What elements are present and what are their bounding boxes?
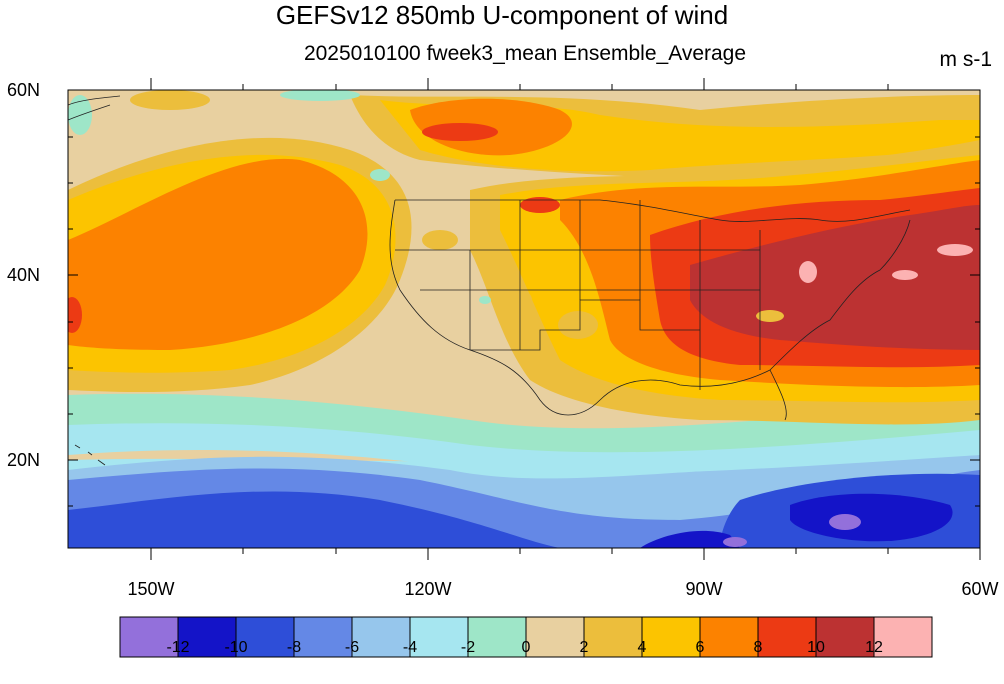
units-label: m s-1 [939,48,993,71]
lon-label-90w: 90W [685,579,723,599]
colorbar-swatch [235,616,295,658]
colorbar-tick-label: 2 [579,639,589,656]
lat-label-20n: 20N [6,450,40,470]
colorbar-tick-label: 12 [865,639,883,656]
colorbar-tick-label: -12 [166,639,190,656]
colorbar-swatch [815,616,875,658]
colorbar-tick-label: 10 [807,639,825,656]
colorbar-tick-label: -8 [286,639,302,656]
colorbar-swatch [467,616,527,658]
colorbar-swatch [177,616,237,658]
colorbar-tick-label: 8 [753,639,763,656]
colorbar-swatch [409,616,469,658]
colorbar-swatch [583,616,643,658]
colorbar-swatch [119,616,179,658]
colorbar-tick-label: -10 [224,639,248,656]
contour-fill [68,90,980,548]
colorbar-tick-label: 6 [695,639,705,656]
colorbar-swatch [699,616,759,658]
plot-frame [67,89,981,549]
colorbar [119,616,933,658]
lat-label-60n: 60N [6,80,40,100]
colorbar-tick-label: 0 [521,639,531,656]
chart-title: GEFSv12 850mb U-component of wind [275,0,729,30]
colorbar-tick-label: -4 [402,639,418,656]
chart-subtitle: 2025010100 fweek3_mean Ensemble_Average [303,42,747,65]
lon-label-60w: 60W [961,579,999,599]
lon-label-120w: 120W [404,579,452,599]
colorbar-tick-label: -2 [460,639,476,656]
tick-marks [68,78,981,560]
colorbar-swatch [525,616,585,658]
colorbar-swatch [293,616,353,658]
colorbar-swatch [873,616,933,658]
lon-label-150w: 150W [127,579,175,599]
colorbar-tick-label: -6 [344,639,360,656]
colorbar-swatch [351,616,411,658]
colorbar-swatch [757,616,817,658]
colorbar-tick-label: 4 [637,639,647,656]
lat-label-40n: 40N [6,265,40,285]
colorbar-swatch [641,616,701,658]
coastlines [68,95,911,466]
